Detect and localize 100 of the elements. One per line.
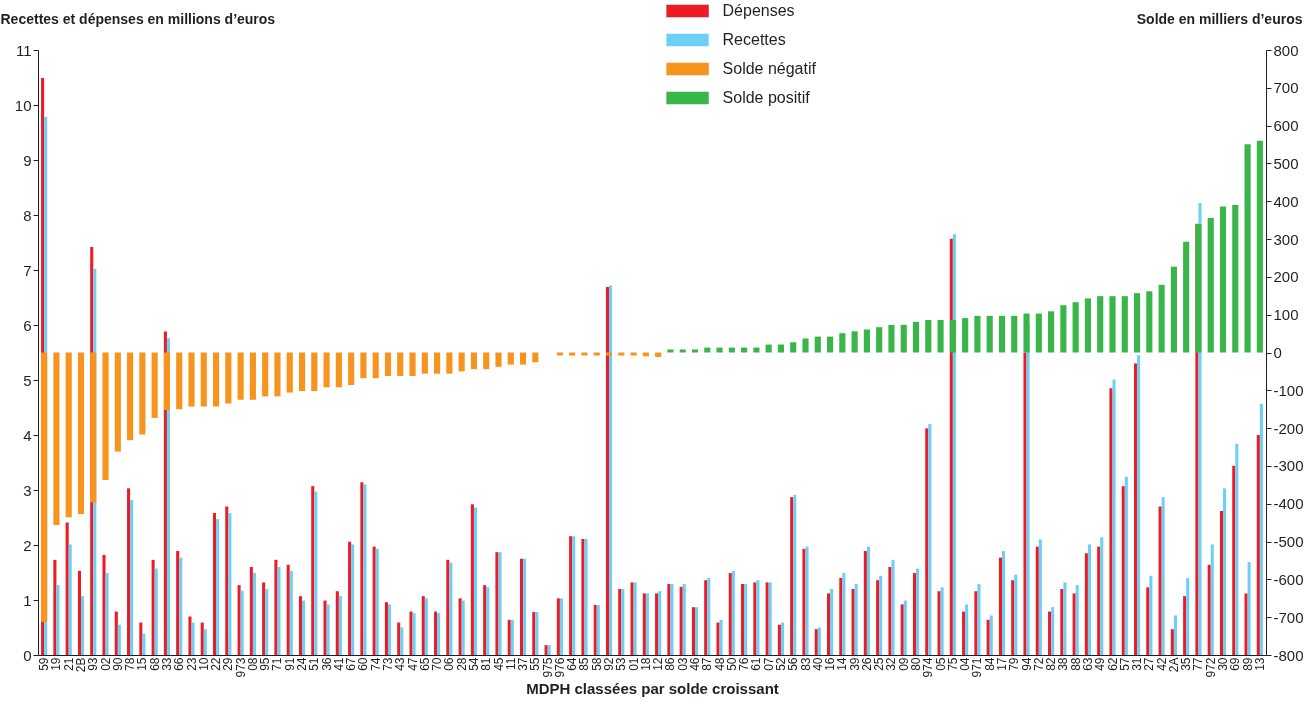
x-tick-label: 77: [1191, 657, 1206, 671]
bar: [203, 629, 207, 655]
x-tick-label: 06: [442, 657, 457, 671]
bar: [1001, 551, 1006, 655]
bar: [519, 352, 527, 365]
bar: [188, 616, 192, 655]
bar: [470, 352, 478, 370]
bar: [989, 615, 993, 655]
bar: [1219, 206, 1227, 353]
bar: [1170, 266, 1177, 353]
bar: [1035, 546, 1039, 655]
bar: [519, 558, 524, 655]
bar: [753, 347, 760, 353]
x-tick-label: 03: [675, 657, 690, 671]
bar: [1259, 403, 1263, 655]
y-tick-label: 4: [23, 426, 32, 444]
x-tick-label: 43: [393, 657, 408, 671]
bar: [151, 352, 158, 418]
bar: [986, 619, 990, 655]
x-tick-label: 57: [1117, 657, 1132, 671]
bar: [1121, 296, 1128, 353]
bar: [1133, 363, 1138, 655]
x-tick-label: 51: [307, 657, 322, 671]
bar: [102, 352, 109, 480]
x-tick-label: 87: [700, 657, 715, 671]
bar: [900, 324, 907, 353]
bar: [888, 567, 892, 655]
bar: [225, 506, 229, 655]
y-axis-title: Recettes et dépenses en millions d’euros: [0, 10, 276, 27]
x-tick-label: 67: [344, 657, 359, 671]
bar: [977, 584, 981, 655]
bar: [986, 315, 993, 353]
bar: [1158, 284, 1165, 353]
bar: [1060, 305, 1067, 353]
bar: [1048, 611, 1052, 655]
y2-tick-label: -800: [1273, 646, 1304, 664]
bar: [830, 589, 834, 655]
bar: [1183, 596, 1187, 655]
bar: [360, 352, 367, 379]
bar: [1035, 313, 1042, 353]
y2-tick-label: 800: [1273, 41, 1299, 59]
y-tick-label: 7: [23, 261, 32, 279]
x-tick-label: 72: [1031, 657, 1046, 671]
y2-tick-label: -100: [1273, 381, 1304, 399]
bar: [839, 578, 843, 655]
bar: [314, 491, 318, 655]
x-tick-label: 08: [245, 657, 260, 671]
bar: [940, 587, 944, 655]
bar: [1170, 629, 1174, 655]
x-tick-label: 35: [1179, 657, 1194, 671]
bar: [925, 428, 929, 655]
x-tick-label: 55: [528, 657, 543, 671]
bar: [839, 333, 846, 353]
x-tick-label: 84: [982, 657, 997, 671]
bar: [298, 596, 303, 655]
x-tick-label: 85: [577, 657, 592, 671]
bar: [495, 352, 502, 367]
bar: [925, 319, 932, 353]
bar: [1256, 435, 1260, 655]
bar: [1223, 488, 1227, 655]
bar: [142, 633, 146, 655]
bar: [1048, 311, 1055, 353]
x-tick-label: 13: [1252, 657, 1267, 671]
x-tick-label: 29: [221, 657, 236, 671]
y-tick-label: 11: [15, 41, 32, 59]
bar: [1232, 465, 1236, 655]
bar: [228, 513, 232, 655]
bar: [694, 607, 699, 655]
bar: [65, 522, 69, 655]
x-tick-label: 05: [933, 657, 948, 671]
bar: [200, 622, 204, 655]
bar: [348, 352, 355, 386]
bar: [335, 591, 339, 655]
bar: [397, 622, 401, 655]
bar: [277, 567, 281, 655]
bar: [421, 352, 428, 374]
x-tick-label: 73: [380, 657, 395, 671]
bar: [790, 342, 797, 353]
x-axis-title: MDPH classées par solde croissant: [526, 679, 779, 697]
y2-tick-label: -500: [1273, 533, 1304, 551]
bar: [384, 352, 392, 376]
bar: [605, 352, 613, 356]
bar: [1124, 476, 1128, 655]
bar: [1097, 546, 1101, 655]
bar: [311, 352, 318, 392]
bar: [265, 589, 269, 655]
bar: [974, 591, 978, 655]
bar: [212, 352, 220, 407]
bar: [176, 352, 183, 410]
x-tick-label: 37: [516, 657, 531, 671]
bar: [704, 347, 711, 353]
x-tick-label: 78: [123, 657, 138, 671]
bar: [891, 559, 895, 655]
x-tick-label: 32: [884, 657, 899, 671]
x-tick-label: 69: [1228, 657, 1243, 671]
x-tick-label: 973: [233, 657, 248, 678]
x-tick-label: 93: [86, 657, 101, 671]
bar: [1195, 223, 1202, 353]
x-tick-label: 79: [1007, 657, 1022, 671]
x-tick-label: 01: [626, 657, 641, 671]
